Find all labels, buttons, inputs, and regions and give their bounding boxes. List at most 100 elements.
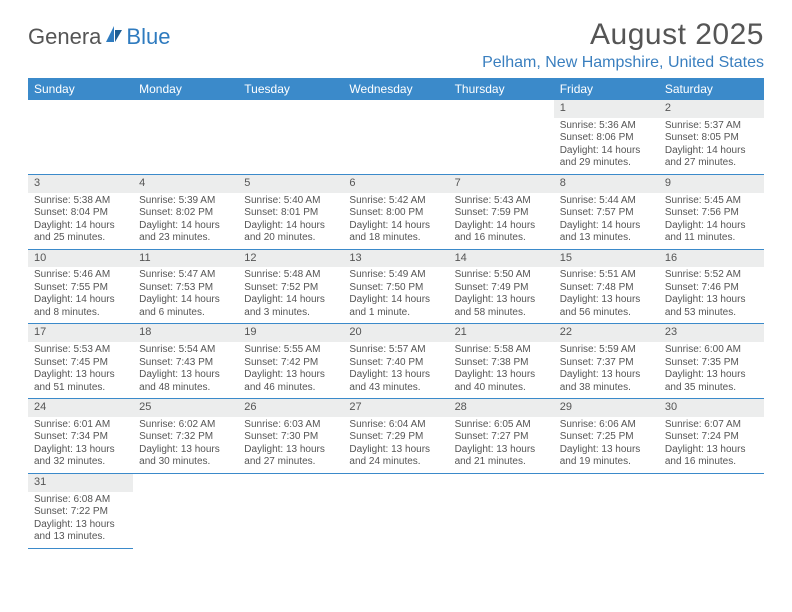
day-ss: Sunset: 7:48 PM [560,282,653,295]
day-dl1: Daylight: 13 hours [455,294,548,307]
day-sr: Sunrise: 5:50 AM [455,269,548,282]
day-number: 21 [449,324,554,342]
day-dl1: Daylight: 14 hours [665,220,758,233]
day-dl2: and 19 minutes. [560,456,653,469]
day-number: 2 [659,100,764,118]
day-body: Sunrise: 5:51 AMSunset: 7:48 PMDaylight:… [554,267,659,323]
day-sr: Sunrise: 5:54 AM [139,344,232,357]
calendar-cell [659,473,764,548]
day-sr: Sunrise: 5:39 AM [139,195,232,208]
day-number: 26 [238,399,343,417]
day-dl2: and 24 minutes. [349,456,442,469]
day-sr: Sunrise: 6:05 AM [455,419,548,432]
day-number: 13 [343,250,448,268]
day-number: 23 [659,324,764,342]
calendar-cell [449,473,554,548]
calendar-cell: 19Sunrise: 5:55 AMSunset: 7:42 PMDayligh… [238,324,343,399]
calendar-week: 1Sunrise: 5:36 AMSunset: 8:06 PMDaylight… [28,100,764,174]
day-dl2: and 11 minutes. [665,232,758,245]
day-sr: Sunrise: 5:38 AM [34,195,127,208]
logo: Genera Blue [28,18,170,50]
day-number: 28 [449,399,554,417]
calendar-cell [343,100,448,174]
day-body: Sunrise: 6:07 AMSunset: 7:24 PMDaylight:… [659,417,764,473]
day-number: 15 [554,250,659,268]
day-dl2: and 48 minutes. [139,382,232,395]
day-ss: Sunset: 7:57 PM [560,207,653,220]
location: Pelham, New Hampshire, United States [482,54,764,72]
day-dl1: Daylight: 13 hours [665,294,758,307]
day-body: Sunrise: 5:53 AMSunset: 7:45 PMDaylight:… [28,342,133,398]
day-ss: Sunset: 7:27 PM [455,431,548,444]
calendar-cell [133,473,238,548]
day-body: Sunrise: 5:58 AMSunset: 7:38 PMDaylight:… [449,342,554,398]
day-dl1: Daylight: 13 hours [34,444,127,457]
day-sr: Sunrise: 6:07 AM [665,419,758,432]
day-ss: Sunset: 8:05 PM [665,132,758,145]
day-body: Sunrise: 5:39 AMSunset: 8:02 PMDaylight:… [133,193,238,249]
day-ss: Sunset: 7:46 PM [665,282,758,295]
day-dl2: and 8 minutes. [34,307,127,320]
day-sr: Sunrise: 5:42 AM [349,195,442,208]
calendar-cell: 31Sunrise: 6:08 AMSunset: 7:22 PMDayligh… [28,473,133,548]
day-ss: Sunset: 7:37 PM [560,357,653,370]
title-block: August 2025 Pelham, New Hampshire, Unite… [482,18,764,72]
day-body: Sunrise: 5:54 AMSunset: 7:43 PMDaylight:… [133,342,238,398]
day-body: Sunrise: 5:40 AMSunset: 8:01 PMDaylight:… [238,193,343,249]
calendar-cell: 15Sunrise: 5:51 AMSunset: 7:48 PMDayligh… [554,249,659,324]
calendar-cell: 16Sunrise: 5:52 AMSunset: 7:46 PMDayligh… [659,249,764,324]
day-sr: Sunrise: 5:40 AM [244,195,337,208]
calendar-cell: 29Sunrise: 6:06 AMSunset: 7:25 PMDayligh… [554,399,659,474]
day-sr: Sunrise: 5:46 AM [34,269,127,282]
day-sr: Sunrise: 5:49 AM [349,269,442,282]
day-dl1: Daylight: 14 hours [560,145,653,158]
day-dl1: Daylight: 14 hours [349,220,442,233]
day-body: Sunrise: 6:01 AMSunset: 7:34 PMDaylight:… [28,417,133,473]
day-dl2: and 43 minutes. [349,382,442,395]
day-body: Sunrise: 5:44 AMSunset: 7:57 PMDaylight:… [554,193,659,249]
calendar-table: SundayMondayTuesdayWednesdayThursdayFrid… [28,78,764,549]
day-dl1: Daylight: 14 hours [349,294,442,307]
day-dl2: and 3 minutes. [244,307,337,320]
day-number: 18 [133,324,238,342]
day-dl2: and 1 minute. [349,307,442,320]
day-body: Sunrise: 5:59 AMSunset: 7:37 PMDaylight:… [554,342,659,398]
day-dl2: and 20 minutes. [244,232,337,245]
day-body: Sunrise: 6:02 AMSunset: 7:32 PMDaylight:… [133,417,238,473]
calendar-cell [238,473,343,548]
day-ss: Sunset: 7:49 PM [455,282,548,295]
calendar-cell: 1Sunrise: 5:36 AMSunset: 8:06 PMDaylight… [554,100,659,174]
day-dl2: and 53 minutes. [665,307,758,320]
day-header-row: SundayMondayTuesdayWednesdayThursdayFrid… [28,78,764,100]
calendar-cell: 4Sunrise: 5:39 AMSunset: 8:02 PMDaylight… [133,174,238,249]
day-ss: Sunset: 7:53 PM [139,282,232,295]
day-dl2: and 21 minutes. [455,456,548,469]
day-ss: Sunset: 8:04 PM [34,207,127,220]
sail-icon [103,24,125,50]
day-header: Monday [133,78,238,100]
calendar-cell: 9Sunrise: 5:45 AMSunset: 7:56 PMDaylight… [659,174,764,249]
day-sr: Sunrise: 6:04 AM [349,419,442,432]
calendar-week: 24Sunrise: 6:01 AMSunset: 7:34 PMDayligh… [28,399,764,474]
day-dl1: Daylight: 13 hours [665,369,758,382]
calendar-cell: 7Sunrise: 5:43 AMSunset: 7:59 PMDaylight… [449,174,554,249]
day-ss: Sunset: 8:06 PM [560,132,653,145]
day-body: Sunrise: 6:00 AMSunset: 7:35 PMDaylight:… [659,342,764,398]
day-dl1: Daylight: 14 hours [139,220,232,233]
calendar-cell: 20Sunrise: 5:57 AMSunset: 7:40 PMDayligh… [343,324,448,399]
calendar-cell [238,100,343,174]
day-number: 20 [343,324,448,342]
logo-text-2: Blue [126,24,170,50]
day-number: 6 [343,175,448,193]
day-dl1: Daylight: 14 hours [34,294,127,307]
day-ss: Sunset: 7:29 PM [349,431,442,444]
calendar-cell: 11Sunrise: 5:47 AMSunset: 7:53 PMDayligh… [133,249,238,324]
day-dl1: Daylight: 14 hours [560,220,653,233]
calendar-cell: 14Sunrise: 5:50 AMSunset: 7:49 PMDayligh… [449,249,554,324]
day-dl2: and 46 minutes. [244,382,337,395]
day-number: 17 [28,324,133,342]
day-sr: Sunrise: 5:47 AM [139,269,232,282]
day-dl2: and 13 minutes. [560,232,653,245]
day-dl2: and 25 minutes. [34,232,127,245]
day-dl1: Daylight: 14 hours [244,220,337,233]
